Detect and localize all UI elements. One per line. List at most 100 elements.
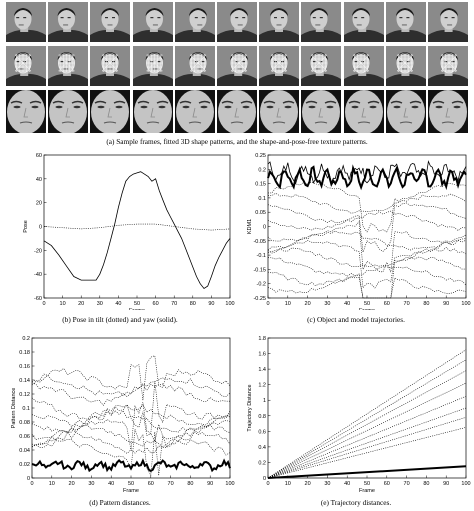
fitted-shape-frame [343,46,384,86]
y-tick-label: 1.4 [258,367,266,373]
x-tick-label: 100 [461,301,470,307]
fitted-shape-frame [217,46,257,86]
x-tick-label: 80 [423,301,429,307]
y-tick-label: 40 [36,177,42,183]
y-tick-label: 20 [36,201,42,207]
model-pattern-distance-line [31,429,231,477]
y-axis-label: Pose [23,220,29,233]
x-tick-label: 40 [344,301,350,307]
texture-pattern-frame [6,90,46,133]
sample-frames-grid [6,2,470,133]
y-tick-label: 1.6 [258,352,266,358]
x-tick-label: 50 [128,481,134,487]
x-tick-label: 10 [49,481,55,487]
x-tick-label: 70 [404,481,410,487]
model-pattern-distance-line [31,382,231,406]
texture-pattern-frame [90,90,131,133]
y-tick-label: 0.6 [258,429,266,435]
model-trajectory-distance-line [267,427,467,479]
y-tick-label: 1 [263,398,266,404]
chart-d-pattern-distances: 0 10 20 30 40 50 60 70 80 90 100 0 0.02 0.04 0.06 0.08 0… [2,330,238,495]
object-pattern-distance-line [31,458,231,473]
texture-pattern-frame [343,90,384,133]
x-tick-label: 30 [324,481,330,487]
plot-frame [31,337,231,479]
chart-c-trajectories: 0 10 20 30 40 50 60 70 80 90 100 -0.25 -0.2 -0.15 -0.1… [238,150,474,310]
x-axis-label: Frame [129,308,145,310]
model-trajectory-line [267,256,466,299]
sample-frame [259,2,300,42]
x-tick-label: 100 [461,481,470,487]
model-trajectory-line [267,266,467,287]
sample-frame [132,2,173,42]
x-tick-label: 30 [97,301,103,307]
x-tick-label: 40 [115,301,121,307]
tilt-line [43,223,231,231]
x-tick-label: 60 [384,301,390,307]
chart-e-trajectory-distances: 0 10 20 30 40 50 60 70 80 90 100 0 0.2 0.4 0.6 0.8 1 1.2 1… [238,330,474,495]
object-trajectory-distance-line [267,465,467,479]
y-tick-label: 0.05 [255,210,266,216]
y-tick-label: 0 [263,476,266,482]
sample-frame [301,2,342,42]
plot-frame [43,154,231,299]
x-tick-label: 0 [266,481,269,487]
sample-frame [48,2,89,42]
x-tick-label: 20 [78,301,84,307]
model-pattern-distance-line [31,410,231,433]
texture-pattern-frame [132,90,173,133]
y-tick-label: 0.12 [19,392,30,398]
y-tick-label: -0.15 [253,267,266,273]
y-tick-label: 0.4 [258,445,266,451]
caption-a: (a) Sample frames, fitted 3D shape patte… [106,137,368,146]
x-tick-label: 70 [168,481,174,487]
texture-pattern-frame [174,90,215,133]
x-tick-label: 20 [69,481,75,487]
y-tick-label: 0 [263,225,266,231]
x-tick-label: 10 [285,301,291,307]
x-tick-label: 30 [88,481,94,487]
model-trajectory-line [267,202,467,253]
y-tick-label: 0.16 [19,364,30,370]
caption-c: (c) Object and model trajectories. [307,315,405,324]
x-tick-label: 90 [443,301,449,307]
x-tick-label: 100 [225,301,234,307]
model-pattern-distance-line [31,404,231,428]
x-tick-label: 20 [305,481,311,487]
x-axis-label: Frame [123,488,139,494]
sample-frame [174,2,215,42]
model-pattern-distance-line [31,381,231,437]
model-trajectory-line [267,210,467,232]
y-tick-label: -40 [34,272,42,278]
y-axis-label: Trajectory Distance [247,384,253,431]
y-tick-label: 0 [27,476,30,482]
sample-frame [6,2,46,42]
x-tick-label: 70 [404,301,410,307]
model-trajectory-line [267,181,467,233]
x-tick-label: 50 [134,301,140,307]
fitted-shape-frame [385,46,426,86]
y-tick-label: 0.2 [258,460,266,466]
sample-frame [343,2,384,42]
x-tick-label: 80 [423,481,429,487]
model-pattern-distance-line [31,431,231,454]
x-tick-label: 40 [344,481,350,487]
fitted-shape-frame [48,46,89,86]
y-tick-label: 0.14 [19,378,30,384]
model-trajectory-line [267,277,467,299]
fitted-shape-frame [301,46,342,86]
y-tick-label: -60 [34,296,42,302]
texture-pattern-frame [301,90,342,133]
model-trajectory-line [267,160,467,185]
model-trajectory-distance-line [267,370,467,479]
y-tick-label: 0.25 [255,153,266,159]
model-trajectory-distance-line [267,359,467,479]
y-tick-label: 0.08 [19,420,30,426]
object-trajectory-line [267,164,467,191]
y-tick-label: 0.2 [22,336,30,342]
model-trajectory-line [267,230,467,251]
texture-pattern-frame [385,90,426,133]
sample-frame [217,2,257,42]
x-tick-label: 80 [187,481,193,487]
x-tick-label: 90 [443,481,449,487]
